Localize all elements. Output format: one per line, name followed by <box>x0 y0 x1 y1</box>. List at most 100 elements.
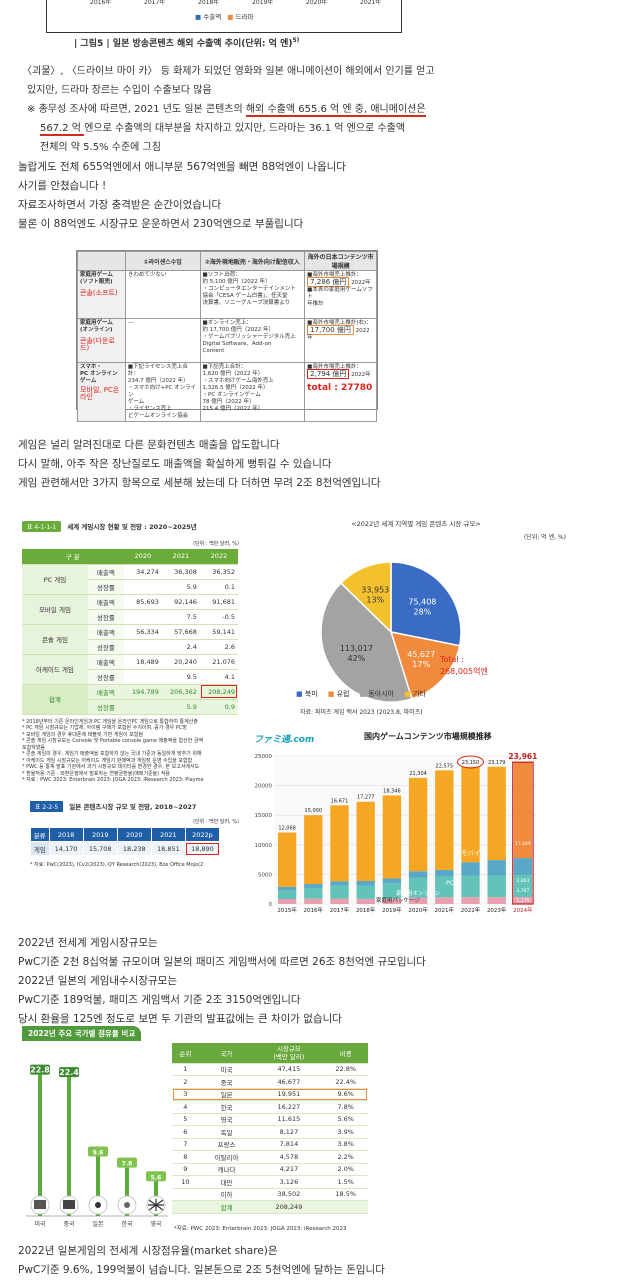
bar-value-label: 23,961 <box>508 752 537 761</box>
para-3-line: PwC기준 2천 8십억불 규모이며 일본의 패미즈 게임백서에 따르면 26조… <box>18 956 426 968</box>
share-cell: 중국 <box>198 1075 255 1089</box>
table2-cell: 15,708 <box>82 841 118 856</box>
bar-segment <box>330 898 349 904</box>
legend-drama: 드라마 <box>235 13 254 21</box>
bar-value-label: 17,277 <box>357 795 375 801</box>
para-4: 2022년 일본게임의 전세계 시장점유율(market share)은 PwC… <box>18 1242 385 1280</box>
share-country-label: 일본 <box>92 1220 104 1228</box>
pie-legend-label: 북미 <box>302 690 318 698</box>
share-cell: 11,615 <box>254 1113 324 1126</box>
share-cell: 프랑스 <box>198 1138 255 1151</box>
top-year-label: 2019年 <box>252 0 274 6</box>
pie-value-label: 113,017 <box>340 644 373 653</box>
table1-cell <box>123 579 162 595</box>
share-cell: 7 <box>172 1138 199 1151</box>
table1-sub: 매출액 <box>87 624 124 640</box>
lic-cell: ■ソフト出荷： 約 5,100 億円（2022 年） ・コンピュータエンターテイ… <box>199 270 306 319</box>
quote-line-3-a: 총무성 조사에 따르면, 2021 년도 일본 콘텐츠의 <box>38 104 246 115</box>
table1-row: 성장률 7.5 -0.5 <box>22 609 238 625</box>
jp-bar-chart-block: ファミ通.com 国内ゲームコンテンツ市場規模推移 0 5000 10000 1500… <box>246 726 546 924</box>
quote-line-3-b-highlight: 해외 수출액 655.6 억 엔 중, 애니메이션은 <box>245 104 426 117</box>
world-market-table-block: 표 4-1-1-1 세계 게임시장 현황 및 전망 : 2020~2025년 (… <box>22 520 244 784</box>
table2-th: 2018 <box>48 827 84 842</box>
share-title: 2022년 주요 국가별 점유율 비교 <box>22 1026 142 1041</box>
share-country-label: 한국 <box>121 1221 133 1228</box>
share-table-row: 이하 38,502 18.5% <box>172 1188 368 1201</box>
lic-cell: ■海外市場売上推計： <box>307 364 362 370</box>
bar-segment <box>435 897 454 904</box>
table1-sub: 매출액 <box>87 684 124 700</box>
pie-percent-label: 17% <box>412 660 430 669</box>
bar-segment <box>461 897 480 904</box>
bar-segment <box>461 875 480 898</box>
lic-cell: ■下記ライセンス売上合計： 234.7 億円（2022 年） ・スマホ向け+PC… <box>124 362 201 422</box>
table2-cell: 게임 <box>30 841 50 856</box>
quote-line-4: 567.2 억 엔으로 수출액의 대부분을 차지하고 있지만, 드라마는 36.… <box>22 119 632 138</box>
table1-sub: 성장률 <box>87 669 124 685</box>
para-2: 게임은 널리 알려진대로 다른 문화컨텐츠 매출을 압도합니다 다시 말해, 아… <box>18 436 381 493</box>
bar-ytick-label: 0 <box>269 902 273 908</box>
table1-cell: 57,668 <box>161 624 200 640</box>
share-country-label: 미국 <box>34 1220 46 1228</box>
share-bar <box>125 1167 129 1216</box>
series-label-package: 家庭用パッケージ <box>376 896 420 904</box>
table1-cell: 5.9 <box>161 579 200 595</box>
para-1-line: 자료조사하면서 가장 충격받은 순간이었습니다 <box>18 199 222 211</box>
lic-row-label: スマホ・ PC オンライン ゲーム <box>80 364 118 384</box>
share-cell <box>172 1200 199 1214</box>
bar-segment <box>513 875 533 898</box>
share-cell <box>172 1188 199 1201</box>
table1-row: 콘솔 게임 매출액 56,334 57,668 59,141 <box>22 624 238 655</box>
bar-xtick-label: 2020年 <box>408 906 428 914</box>
share-cell: 19,951 <box>254 1088 324 1101</box>
top-chart-years: 2016年 2017年 2018年 2019年 2020年 2021年 <box>70 0 390 10</box>
share-cell: 5.6% <box>323 1113 368 1126</box>
share-cell: 8,127 <box>254 1125 324 1139</box>
pie-total-label: Total : <box>440 655 464 664</box>
bar-segment <box>356 898 375 904</box>
share-value-badge <box>88 1146 108 1157</box>
table1-sub: 매출액 <box>87 564 124 580</box>
bar-xtick-label: 2017年 <box>330 906 350 914</box>
lic-total: total : 27780 <box>307 383 373 393</box>
pie-slice <box>389 631 461 700</box>
top-year-label: 2020年 <box>306 0 328 6</box>
quote-line-1: 〈괴물〉, 〈드라이브 마이 카〉 등 화제가 되었던 영화와 일본 애니메이션… <box>22 66 435 77</box>
bar-segment <box>382 898 402 904</box>
lic-value-highlight: 17,700 億円 <box>307 325 354 335</box>
bar-ytick-label: 10000 <box>255 843 273 849</box>
lic-cell: ■海外市場売上推計： <box>307 272 362 278</box>
table1-h: 2021 <box>161 549 200 565</box>
bar-segment <box>304 884 323 889</box>
pie-legend-swatch: ■ <box>327 690 335 698</box>
table1-cell: 2.6 <box>199 639 238 655</box>
series-label-pc: PC <box>446 880 454 887</box>
table1-sub: 성장률 <box>87 579 124 595</box>
lic-cell: きわめて少ない <box>124 270 201 319</box>
lic-header-3: 海外の日本コンテンツ市場規模 <box>304 251 377 271</box>
pie-legend-label: 기타 <box>410 690 426 698</box>
bar-value-label: 21,304 <box>409 771 427 777</box>
license-table-image: ①라이센스수입 ②海外現地販売・海外向け配信収入 海外の日本コンテンツ市場規模 … <box>76 250 378 422</box>
share-cell: 1.5% <box>323 1175 368 1189</box>
share-table-row: 9 캐나다 4,217 2.0% <box>172 1163 368 1176</box>
table1-cell: 85,693 <box>123 594 162 610</box>
bar-xtick-label: 2015年 <box>277 906 297 914</box>
share-value-label: 22.4 <box>59 1068 79 1077</box>
lic-cell: ■下記売上合計： 1,620 億円（2022 年） ・スマホ向けゲーム海外売上 … <box>199 362 306 422</box>
para-3-line: 당시 환율을 125엔 정도로 보면 두 기관의 발표값에는 큰 차이가 없습니… <box>18 1013 342 1025</box>
table2-th: 2019 <box>82 827 118 842</box>
table1-cell: 5.9 <box>161 699 200 715</box>
table1-h: 2020 <box>123 549 162 565</box>
bar-value-label: 23,150 <box>462 760 480 766</box>
quote-line-2: 있지만, 드라마 장르는 수입이 수출보다 많음 <box>27 85 212 96</box>
share-cell: 22.8% <box>323 1063 368 1076</box>
table1-row: 성장률 5.9 0.1 <box>22 579 238 595</box>
table1-cell <box>123 609 162 625</box>
bar-value-label: 18,346 <box>383 788 401 794</box>
bar-xtick-label: 2016年 <box>304 906 324 914</box>
pie-chart-block: <2022년 세계 지역별 게임 콘텐츠 시장 규모> (단위: 억 엔, %)… <box>246 512 566 712</box>
table1-note: * 모바일 게임의 경우 휴대폰에 태블릿 기반 게임이 포함됨 <box>22 731 144 738</box>
table1-cell: 36,352 <box>199 564 238 580</box>
